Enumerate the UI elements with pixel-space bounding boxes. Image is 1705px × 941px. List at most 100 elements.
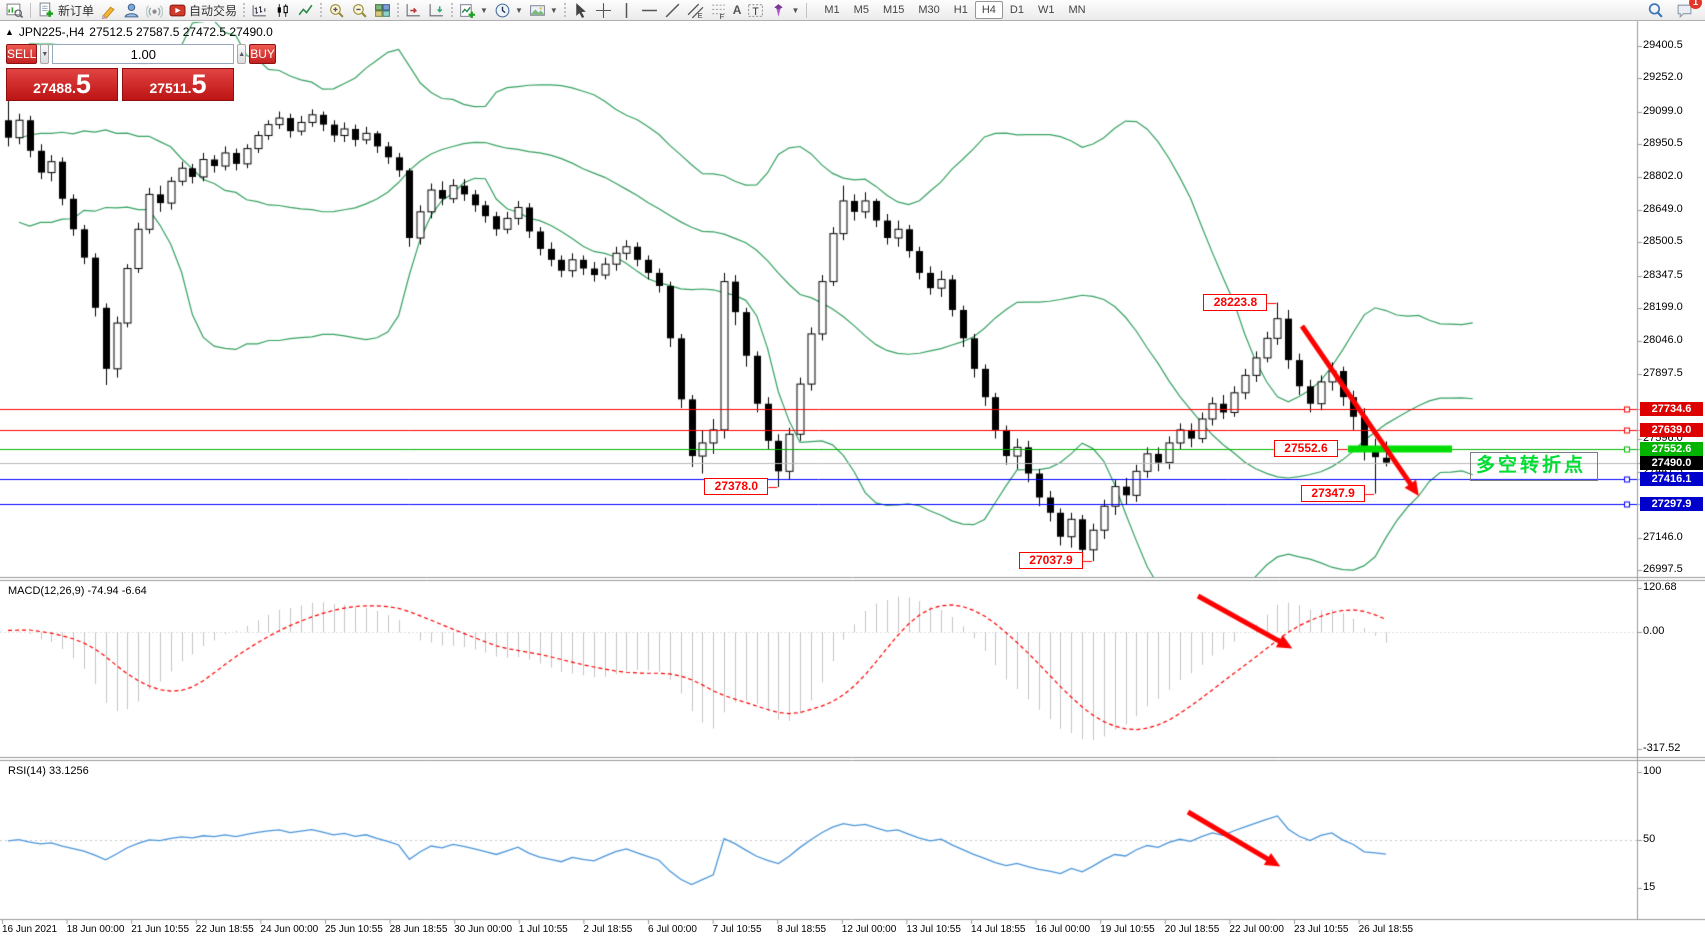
time-axis-label: 16 Jun 2021 (2, 924, 58, 935)
svg-text:F: F (719, 12, 724, 19)
rsi-axis-tick: 100 (1643, 765, 1662, 777)
highlighter-icon (101, 6, 115, 19)
templates-button[interactable]: ▼ (526, 1, 561, 20)
timeframe-button-MN[interactable]: MN (1068, 4, 1086, 16)
periods-button[interactable]: ▼ (491, 1, 526, 20)
candlestick-chart-icon (277, 3, 288, 17)
macd-values: -74.94 -6.64 (87, 585, 147, 597)
toolbar-separator (30, 2, 31, 18)
broadcast-icon (146, 4, 164, 18)
price-callout-27037.9[interactable]: 27037.9 (1019, 552, 1083, 570)
rsi-label: RSI(14) 33.1256 (8, 765, 89, 777)
macd-axis-tick: -317.52 (1643, 742, 1681, 754)
buy-price-tile[interactable]: 27511. 5 (122, 68, 234, 101)
toolbar-grip (563, 3, 566, 17)
zoom-out-button[interactable] (348, 1, 371, 20)
zoom-in-icon (330, 3, 344, 18)
price-callout-28223.8[interactable]: 28223.8 (1203, 293, 1268, 311)
timeframe-button-M15[interactable]: M15 (882, 4, 905, 16)
horizontal-line-icon (641, 9, 657, 11)
price-axis-chip-27490.0: 27490.0 (1640, 455, 1703, 470)
label-tool-button[interactable]: T (744, 1, 767, 20)
bar-chart-button[interactable] (248, 1, 271, 20)
macd-label: MACD(12,26,9) -74.94 -6.64 (8, 585, 147, 597)
broadcast-button[interactable] (143, 1, 166, 20)
chart-shift-button[interactable] (425, 1, 448, 20)
time-axis-label: 28 Jun 18:55 (389, 924, 448, 935)
timeframe-button-H4[interactable]: H4 (974, 1, 1003, 19)
price-axis-chip-27297.9: 27297.9 (1640, 497, 1703, 512)
horizontal-line-tool-button[interactable] (638, 1, 661, 20)
notifications-button[interactable]: 1 (1673, 0, 1702, 20)
fibonacci-tool-button[interactable]: F (707, 1, 730, 20)
cursor-icon (576, 2, 586, 18)
cursor-tool-button[interactable] (569, 1, 592, 20)
channel-tool-button[interactable]: E (684, 1, 707, 20)
price-axis-chip-27734.6: 27734.6 (1640, 402, 1703, 417)
time-axis-label: 22 Jun 18:55 (195, 924, 254, 935)
volume-increase-button[interactable]: ▲ (237, 44, 247, 64)
dropdown-caret-icon: ▼ (549, 5, 558, 15)
indicators-button[interactable]: ▼ (456, 1, 491, 20)
search-button[interactable] (1644, 1, 1667, 20)
price-callout-27378.0[interactable]: 27378.0 (704, 478, 769, 496)
price-axis-chip-27552.6: 27552.6 (1640, 441, 1703, 456)
timeframe-button-W1[interactable]: W1 (1037, 4, 1055, 16)
rsi-axis-tick: 15 (1643, 880, 1656, 893)
trendline-tool-button[interactable] (661, 1, 684, 20)
timeframe-button-M5[interactable]: M5 (853, 4, 869, 16)
symbol-icon: ▲ (5, 27, 14, 37)
timeframe-group: M1 M5 M15 M30 H1 H4 D1 W1 MN (817, 1, 1092, 19)
time-axis-label: 25 Jun 10:55 (325, 924, 383, 935)
line-chart-button[interactable] (294, 1, 317, 20)
sell-price-tile[interactable]: 27488. 5 (6, 68, 118, 101)
text-tool-icon: A (732, 3, 742, 17)
buy-button[interactable]: BUY (249, 44, 276, 64)
buy-price-int: 27511. (149, 80, 192, 96)
timeframe-button-D1[interactable]: D1 (1009, 4, 1024, 16)
price-axis-chip-27416.1: 27416.1 (1640, 471, 1703, 486)
toolbar-grip (320, 3, 323, 17)
time-axis-label: 2 Jul 18:55 (583, 924, 633, 935)
crosshair-tool-button[interactable] (592, 1, 615, 20)
time-axis-label: 6 Jul 00:00 (648, 924, 697, 935)
toolbar-grip (243, 3, 246, 17)
time-axis-label: 23 Jul 10:55 (1294, 924, 1349, 935)
timeframe-button-M1[interactable]: M1 (824, 4, 840, 16)
candlestick-chart-button[interactable] (271, 1, 294, 20)
timeframe-button-M30[interactable]: M30 (918, 4, 940, 16)
vertical-line-tool-button[interactable] (615, 1, 638, 20)
auto-scroll-button[interactable] (402, 1, 425, 20)
autotrading-button[interactable]: 自动交易 (166, 1, 240, 20)
dropdown-caret-icon: ▼ (514, 5, 523, 15)
expert-advisor-icon (124, 3, 139, 17)
indicators-icon (460, 3, 475, 18)
price-callout-27552.6[interactable]: 27552.6 (1274, 439, 1338, 457)
turning-point-annotation[interactable]: 多空转折点 (1470, 452, 1598, 481)
highlighter-button[interactable] (97, 1, 120, 20)
sell-button[interactable]: SELL (6, 44, 38, 64)
price-axis-tick: 29099.0 (1643, 104, 1683, 117)
timeframe-button-H1[interactable]: H1 (953, 4, 968, 16)
text-tool-button[interactable]: A (730, 1, 745, 20)
volume-input[interactable] (52, 44, 235, 64)
price-axis-tick: 28500.5 (1643, 235, 1683, 248)
new-order-button[interactable]: 新订单 (35, 1, 97, 20)
time-axis-label: 14 Jul 18:55 (971, 924, 1026, 935)
market-watch-button[interactable] (3, 1, 26, 20)
price-callout-27347.9[interactable]: 27347.9 (1301, 484, 1366, 502)
time-axis-label: 26 Jul 18:55 (1358, 924, 1414, 935)
volume-decrease-button[interactable]: ▼ (40, 44, 50, 64)
arrows-tool-button[interactable]: ▼ (767, 1, 802, 20)
sell-price-frac: 5 (75, 69, 91, 99)
zoom-in-button[interactable] (325, 1, 348, 20)
new-order-icon (39, 2, 53, 17)
tile-windows-button[interactable] (371, 1, 394, 20)
macd-axis-tick: 0.00 (1643, 625, 1665, 638)
time-axis-label: 18 Jun 00:00 (66, 924, 125, 935)
toolbar-grip (397, 3, 400, 17)
expert-advisor-button[interactable] (120, 1, 143, 20)
svg-text:T: T (753, 5, 760, 17)
